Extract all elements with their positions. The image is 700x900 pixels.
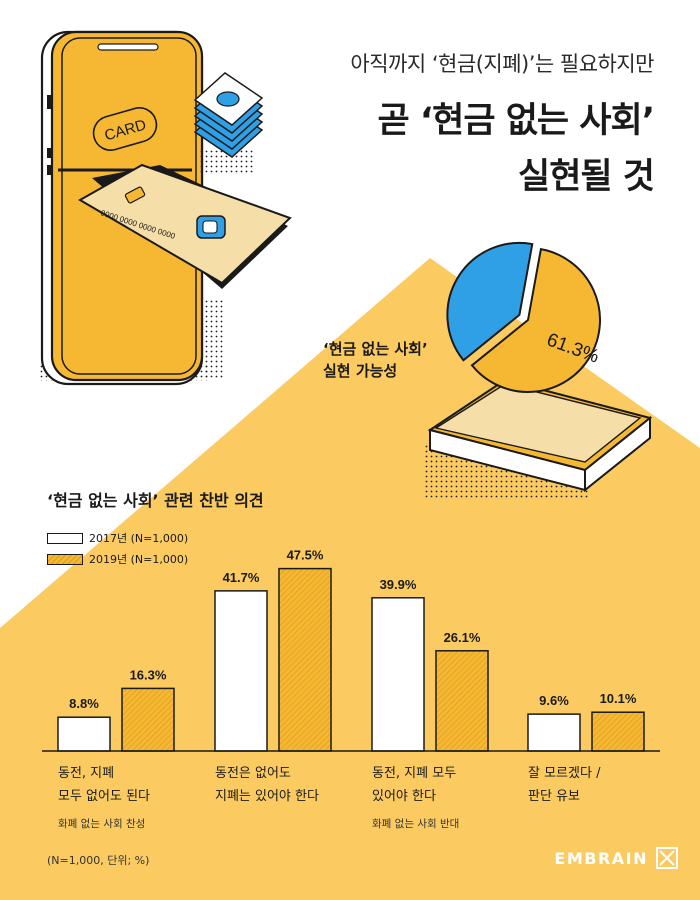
category-label-0-line1: 모두 없어도 된다 (58, 789, 150, 804)
brand-logo: EMBRAIN (554, 847, 678, 869)
opinion-chart-title: ‘현금 없는 사회’ 관련 찬반 의견 (47, 491, 264, 510)
bar-value-label-2019-cat1: 47.5% (287, 548, 324, 563)
bar-2019-cat0 (121, 687, 175, 752)
phone-illustration (40, 30, 223, 386)
category-label-3-line1: 판단 유보 (528, 789, 580, 804)
bar-2019-cat2 (435, 650, 489, 752)
category-label-0-line0: 동전, 지폐 (58, 766, 115, 781)
bar-value-label-2019-cat2: 26.1% (444, 630, 481, 645)
headline-title-line2: 실현될 것 (518, 157, 655, 197)
banknote-stack-illustration (193, 72, 264, 174)
bar-2017-cat1 (214, 590, 268, 752)
category-label-1-line0: 동전은 없어도 (215, 766, 291, 781)
bar-2017-cat2 (371, 597, 425, 752)
bar-value-label-2019-cat0: 16.3% (130, 667, 167, 682)
pie-pedestal-illustration (425, 378, 653, 500)
legend-item-2017: 2017년 (N=1,000) (47, 531, 188, 545)
bar-value-label-2017-cat1: 41.7% (223, 570, 260, 585)
category-label-1-line1: 지폐는 있어야 한다 (215, 789, 319, 804)
legend-swatch-2017 (47, 532, 83, 544)
category-label-3: 잘 모르겠다 / 판단 유보 (528, 762, 600, 808)
pie-caption-line1: ‘현금 없는 사회’ (323, 340, 428, 358)
bar-value-label-2017-cat0: 8.8% (69, 696, 99, 711)
bar-value-label-2019-cat3: 10.1% (600, 691, 637, 706)
pie-slice-cashless (470, 247, 601, 393)
category-label-2-line0: 동전, 지폐 모두 (372, 766, 457, 781)
pie-caption-line2: 실현 가능성 (323, 362, 398, 380)
unit-footnote: (N=1,000, 단위; %) (47, 854, 150, 867)
legend-label-2017: 2017년 (N=1,000) (89, 532, 189, 545)
opinion-bar-chart: 8.8% 16.3% 41.7% 47.5% 39.9% 26.1% 9.6% 10.1% (57, 548, 645, 752)
bar-value-label-2017-cat2: 39.9% (380, 577, 417, 592)
legend-swatch-2019 (47, 553, 83, 565)
headline-subtitle: 아직까지 ‘현금(지폐)’는 필요하지만 (350, 52, 654, 76)
category-label-2-line1: 있어야 한다 (372, 789, 436, 804)
category-note-2: 화폐 없는 사회 반대 (372, 818, 460, 830)
legend-label-2019: 2019년 (N=1,000) (89, 553, 189, 566)
card-badge: CARD (92, 107, 158, 151)
bar-2019-cat1 (278, 567, 332, 752)
legend-item-2019: 2019년 (N=1,000) (47, 552, 188, 566)
bar-2017-cat3 (527, 713, 581, 752)
bar-value-label-2017-cat3: 9.6% (539, 693, 569, 708)
brand-mark-icon (656, 847, 678, 869)
cashless-possibility-pie: 61.3% (446, 241, 602, 393)
pie-slice-remainder (446, 241, 534, 362)
category-note-0: 화폐 없는 사회 찬성 (58, 818, 146, 830)
pie-caption: ‘현금 없는 사회’ 실현 가능성 (323, 338, 463, 382)
bar-2017-cat0 (57, 716, 111, 752)
bar-2019-cat3 (591, 711, 645, 752)
headline-title-line1: 곧 ‘현금 없는 사회’ (377, 101, 655, 141)
category-label-3-line0: 잘 모르겠다 / (528, 766, 601, 781)
brand-name: EMBRAIN (554, 848, 648, 868)
